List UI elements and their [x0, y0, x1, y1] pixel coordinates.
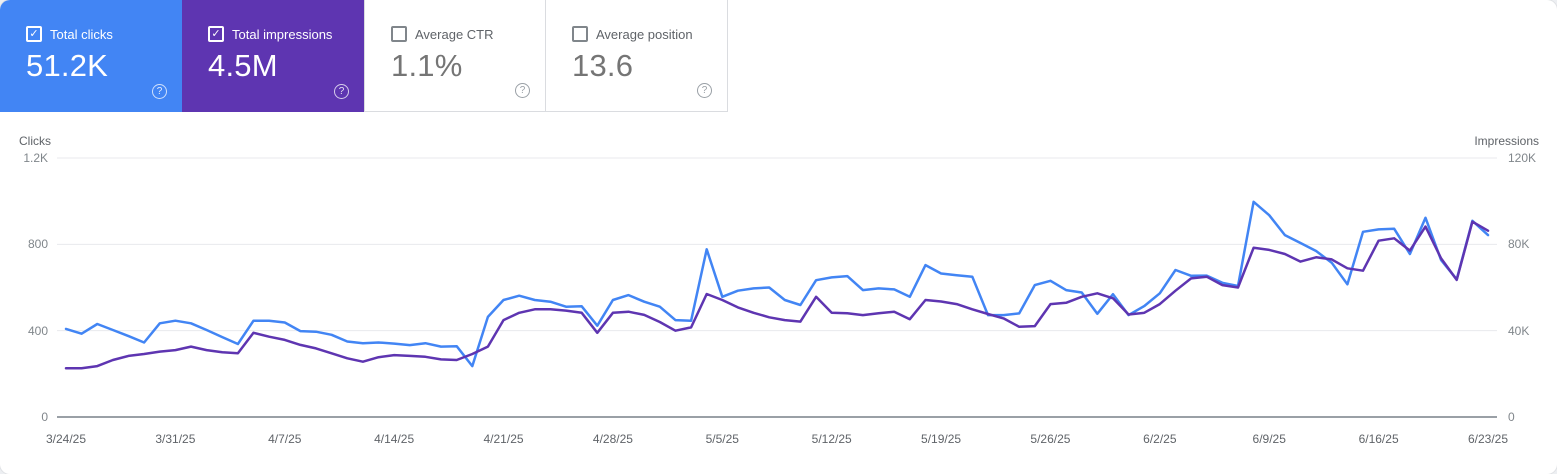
x-axis-tick: 6/2/25	[1143, 432, 1177, 446]
x-axis-tick: 3/31/25	[155, 432, 196, 446]
x-axis-tick: 4/7/25	[268, 432, 302, 446]
average-ctr-value: 1.1%	[391, 48, 463, 83]
average-ctr-label: Average CTR	[415, 26, 494, 42]
x-axis-tick: 4/14/25	[374, 432, 415, 446]
x-axis-tick: 5/12/25	[811, 432, 852, 446]
average-position-checkbox[interactable]	[572, 26, 588, 42]
x-axis-tick: 6/16/25	[1358, 432, 1399, 446]
y-axis-tick-right: 0	[1508, 410, 1515, 424]
total-impressions-checkbox[interactable]: ✓	[208, 26, 224, 42]
x-axis-tick: 5/19/25	[921, 432, 962, 446]
line-impressions	[64, 220, 1490, 370]
y-axis-tick-left: 0	[41, 410, 48, 424]
help-icon[interactable]: ?	[334, 84, 349, 99]
total-clicks-checkbox[interactable]: ✓	[26, 26, 42, 42]
help-icon[interactable]: ?	[152, 84, 167, 99]
x-axis-tick: 3/24/25	[45, 432, 87, 446]
x-axis-tick: 6/23/25	[1467, 432, 1509, 446]
average-ctr-checkbox[interactable]	[391, 26, 407, 42]
x-axis-tick: 4/28/25	[592, 432, 633, 446]
metric-card-total-impressions[interactable]: ✓ Total impressions 4.5M ?	[182, 0, 364, 112]
x-axis-tick: 5/26/25	[1030, 432, 1071, 446]
help-icon[interactable]: ?	[515, 83, 530, 98]
average-position-value: 13.6	[572, 48, 634, 83]
metric-card-average-position[interactable]: Average position 13.6 ?	[546, 0, 728, 112]
average-position-label: Average position	[596, 26, 693, 42]
x-axis-tick: 5/5/25	[705, 432, 739, 446]
x-axis-tick: 6/9/25	[1252, 432, 1286, 446]
metric-cards-row: ✓ Total clicks 51.2K ? ✓ Total impressio…	[0, 0, 728, 112]
total-impressions-value: 4.5M	[208, 48, 278, 83]
total-clicks-value: 51.2K	[26, 48, 109, 83]
total-impressions-label: Total impressions	[232, 26, 333, 42]
metric-card-average-ctr[interactable]: Average CTR 1.1% ?	[364, 0, 546, 112]
y-axis-tick-left: 1.2K	[23, 151, 48, 165]
y-axis-tick-left: 800	[27, 237, 48, 252]
x-axis-tick: 4/21/25	[483, 432, 524, 446]
y-axis-tick-right: 40K	[1508, 323, 1530, 338]
line-clicks	[64, 200, 1490, 368]
y-axis-tick-right: 120K	[1508, 151, 1537, 165]
total-clicks-label: Total clicks	[50, 26, 113, 42]
y-axis-tick-right: 80K	[1508, 237, 1530, 252]
right-axis-title: Impressions	[1474, 134, 1539, 148]
left-axis-title: Clicks	[19, 134, 51, 148]
metric-card-total-clicks[interactable]: ✓ Total clicks 51.2K ?	[0, 0, 182, 112]
help-icon[interactable]: ?	[697, 83, 712, 98]
y-axis-tick-left: 400	[27, 323, 48, 338]
